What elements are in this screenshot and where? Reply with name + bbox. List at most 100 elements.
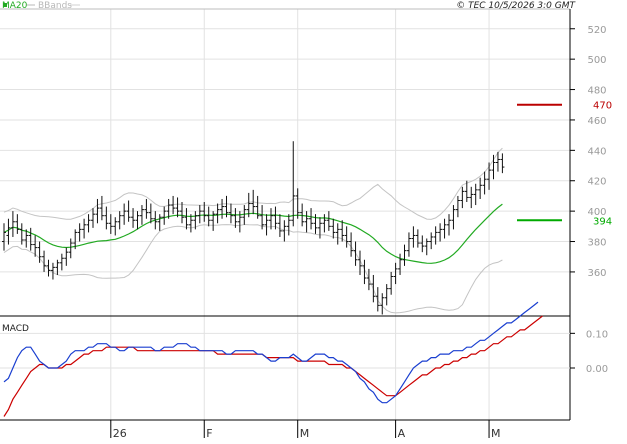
macd-tick-label: 0.10 (586, 329, 608, 340)
price-tick-label: 480 (587, 86, 606, 97)
macd-lines (3, 301, 543, 417)
ohlc-bar (91, 208, 95, 228)
ohlc-bar (175, 197, 180, 218)
ohlc-bar (371, 274, 376, 303)
ohlc-bar (406, 232, 411, 257)
ohlc-bar (398, 253, 403, 275)
price-tick-label: 440 (587, 146, 606, 157)
ohlc-bar (68, 238, 73, 259)
ohlc-bar (224, 195, 229, 218)
ohlc-bar (362, 259, 367, 285)
time-tick-label: M (300, 427, 310, 440)
price-tick-label: 380 (587, 238, 606, 249)
ohlc-bar (344, 226, 349, 248)
ohlc-bar (50, 262, 55, 280)
ohlc-bar (358, 250, 362, 275)
ohlc-bar (220, 198, 225, 219)
ohlc-bar (19, 223, 24, 245)
ohlc-bar (455, 195, 460, 218)
ohlc-bar (282, 220, 287, 242)
ohlc-bar (211, 211, 216, 231)
macd-title: MACD (2, 324, 29, 334)
ohlc-bar (460, 186, 465, 209)
ohlc-bar (233, 208, 238, 228)
ohlc-bar (487, 162, 492, 190)
ohlc-bar (326, 211, 331, 231)
ohlc-bar (402, 244, 407, 266)
time-tick-label: M (491, 427, 501, 440)
price-tick-label: 420 (587, 177, 606, 188)
bollinger-lower-band (3, 223, 503, 314)
bbands-legend-label: BBands (38, 1, 72, 11)
ohlc-bar (322, 214, 327, 233)
ohlc-bar (180, 202, 184, 224)
ohlc-bar (389, 271, 394, 295)
ohlc-bar (237, 211, 242, 233)
ohlc-bar (202, 202, 207, 222)
ohlc-bar (251, 189, 256, 215)
ohlc-bar (433, 226, 438, 245)
price-level-label: 470 (593, 101, 612, 112)
ohlc-bar (55, 259, 60, 275)
ohlc-bar (104, 206, 109, 230)
ohlc-bar (28, 227, 33, 251)
ohlc-bar (393, 262, 398, 285)
ohlc-bar (73, 229, 78, 250)
time-tick-label: F (206, 427, 212, 440)
ohlc-bar (33, 235, 38, 257)
price-tick-label: 360 (587, 268, 606, 279)
ohlc-bar (228, 203, 233, 224)
price-bars (2, 141, 505, 315)
ohlc-bar (495, 151, 500, 172)
ohlc-bar (255, 195, 260, 219)
ohlc-bar (491, 154, 496, 180)
price-tick-label: 520 (587, 25, 606, 36)
ohlc-bar (42, 250, 47, 272)
price-axis-ticks: 520 500 480 460 440 420 400 380 360 (570, 25, 607, 279)
price-tick-label: 500 (587, 55, 606, 66)
ohlc-bar (157, 214, 162, 231)
time-tick-label: 26 (113, 427, 127, 440)
time-tick-label: A (398, 427, 406, 440)
ohlc-bar (411, 226, 416, 248)
price-gridlines (0, 28, 570, 273)
ohlc-bar (77, 223, 82, 242)
ohlc-bar (148, 203, 153, 224)
ohlc-bar (188, 214, 193, 233)
ma20-legend-label: MA20 (2, 1, 28, 11)
ohlc-bar (277, 214, 282, 237)
ohlc-bar (82, 218, 87, 239)
ohlc-bar (273, 206, 278, 230)
ohlc-bar (46, 259, 51, 277)
macd-signal-line (3, 315, 543, 417)
ohlc-bar (353, 241, 358, 266)
ohlc-bar (300, 203, 305, 227)
ohlc-bar (126, 200, 131, 222)
ohlc-bar (64, 247, 69, 266)
ohlc-bar (482, 171, 487, 195)
ohlc-bar (269, 208, 273, 230)
ohlc-bar (113, 217, 118, 236)
ohlc-bar (366, 268, 371, 291)
ohlc-bar (447, 214, 451, 236)
ohlc-bar (295, 188, 300, 219)
ohlc-bar (117, 211, 122, 230)
ohlc-bar (153, 211, 158, 230)
bollinger-bands (3, 147, 503, 314)
ohlc-bar (438, 223, 443, 242)
ohlc-bar (215, 203, 220, 224)
ohlc-bar (478, 177, 483, 199)
time-axis-ticks: 26 F M A M (110, 420, 501, 440)
copyright-timestamp: © TEC 10/5/2026 3:0 GMT (456, 1, 576, 11)
ohlc-bar (424, 238, 429, 256)
ma20-legend-swatch (3, 3, 7, 7)
ohlc-bar (469, 186, 474, 209)
ohlc-bar (451, 205, 456, 230)
ohlc-bar (131, 208, 136, 228)
ohlc-bar (473, 183, 478, 206)
ohlc-bar (2, 223, 6, 251)
macd-line (3, 301, 539, 404)
ohlc-bar (264, 214, 269, 236)
ohlc-bar (197, 205, 202, 224)
ohlc-bar (442, 218, 447, 239)
